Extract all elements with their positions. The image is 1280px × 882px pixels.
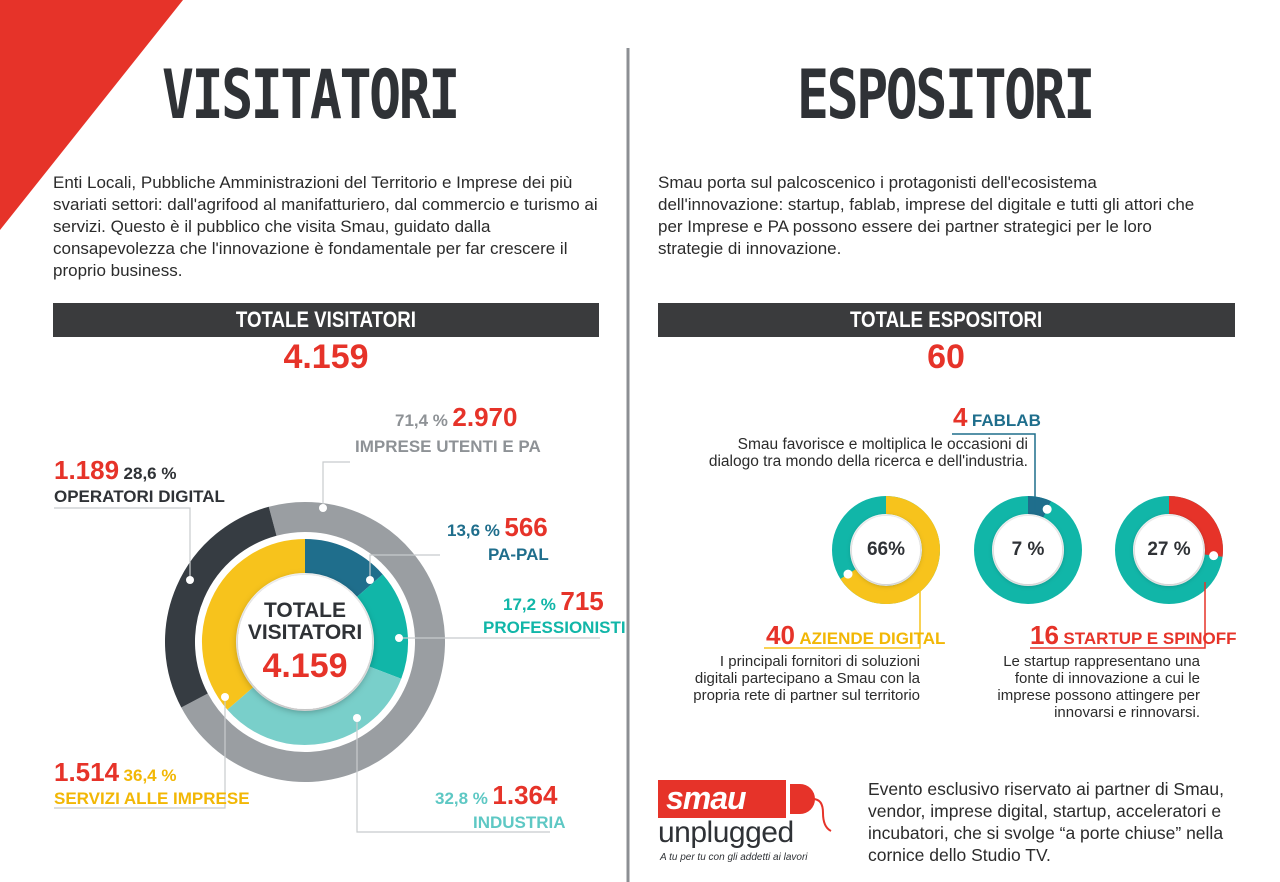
operatori-digital-value: 1.189: [54, 455, 120, 485]
operatori-digital-percent: 28,6 %: [123, 464, 177, 483]
pa-pal-value: 566: [504, 512, 548, 542]
donut-center-line-1: TOTALE: [263, 599, 347, 622]
servizi-imprese-percent: 36,4 %: [123, 766, 177, 785]
donut-dot-0: [843, 569, 853, 579]
industria-value: 1.364: [492, 780, 558, 810]
donut-center-1: [994, 516, 1062, 584]
totale-espositori-value: 60: [927, 338, 965, 376]
donut-center-0: [852, 516, 920, 584]
fablab-description: Smau favorisce e moltiplica le occasioni…: [708, 436, 1028, 470]
unplugged-logo-text: unplugged: [658, 816, 794, 849]
connector-dot-pa-pal: [366, 576, 374, 584]
imprese-utenti-percent: 71,4 %: [395, 411, 448, 430]
startup-description: Le startup rappresentano una fonte di in…: [997, 653, 1200, 721]
connector-dot-professionisti: [395, 634, 403, 642]
professionisti-percent: 17,2 %: [503, 595, 556, 614]
totale-espositori-bar: TOTALE ESPOSITORI: [658, 303, 1235, 337]
industria-percent: 32,8 %: [435, 789, 488, 808]
connector-imprese-utenti: [322, 461, 350, 508]
label-professionisti: 17,2 % 715: [503, 586, 604, 617]
fablab-heading: 4 FABLAB: [953, 402, 1041, 433]
digital-description: I principali fornitori di soluzioni digi…: [693, 653, 920, 704]
totale-espositori-label: TOTALE ESPOSITORI: [850, 307, 1043, 332]
donut-center-2: [1135, 516, 1203, 584]
connector-dot-servizi-imprese: [221, 693, 229, 701]
connector-servizi-imprese: [54, 697, 226, 809]
donut-center-value: 4.159: [262, 647, 348, 685]
unplugged-tagline: A tu per tu con gli addetti ai lavori: [660, 852, 808, 863]
espositori-connector-startup: [1030, 582, 1206, 649]
pa-pal-category: PA-PAL: [488, 545, 549, 564]
donut-center-circle: [238, 575, 372, 709]
smau-unplugged-logo: smau unplugged A tu per tu con gli addet…: [658, 778, 838, 868]
totale-visitatori-value: 4.159: [283, 338, 369, 376]
fablab-count: 4: [953, 402, 968, 432]
industria-category: INDUSTRIA: [473, 813, 566, 832]
espositori-title: ESPOSITORI: [797, 56, 1095, 135]
outer-slice-operatori-digital: [165, 506, 277, 708]
connector-pa-pal: [369, 554, 440, 580]
digital-heading: 40 AZIENDE DIGITAL: [766, 620, 945, 651]
pa-pal-percent: 13,6 %: [447, 521, 500, 540]
professionisti-category: PROFESSIONISTI: [483, 618, 626, 637]
totale-visitatori-label: TOTALE VISITATORI: [235, 307, 417, 332]
label-imprese-utenti: 71,4 % 2.970: [395, 402, 517, 433]
outer-slice-imprese-utenti-e-pa: [181, 502, 445, 782]
inner-slice-servizi-alle-imprese: [202, 539, 306, 710]
digital-percent-label: 66%: [866, 539, 906, 560]
donut-center-line-2: VISITATORI: [247, 621, 363, 644]
operatori-digital-category: OPERATORI DIGITAL: [54, 487, 225, 506]
imprese-utenti-category: IMPRESE UTENTI E PA: [355, 437, 541, 456]
donut-dot-1: [1042, 504, 1052, 514]
startup-percent-label: 27 %: [1147, 539, 1191, 560]
visitatori-description: Enti Locali, Pubbliche Amministrazioni d…: [53, 173, 598, 280]
espositori-description: Smau porta sul palcoscenico i protagonis…: [658, 173, 1195, 258]
visitatori-title: VISITATORI: [162, 56, 460, 135]
fablab-percent-label: 7 %: [1011, 539, 1045, 560]
servizi-imprese-category: SERVIZI ALLE IMPRESE: [54, 789, 250, 808]
imprese-utenti-value: 2.970: [452, 402, 518, 432]
label-servizi-imprese: 1.514 36,4 %: [54, 757, 176, 788]
startup-heading: 16 STARTUP E SPINOFF: [1030, 620, 1237, 651]
inner-slice-industria: [227, 666, 402, 745]
label-operatori-digital: 1.189 28,6 %: [54, 455, 176, 486]
inner-slice-professionisti: [356, 574, 408, 679]
connector-operatori-digital: [54, 507, 191, 580]
donut-center-label: TOTALE VISITATORI 4.159: [222, 600, 388, 688]
donut-slice-aziende-digital: [840, 496, 940, 604]
smau-logo-text: smau: [666, 780, 747, 816]
label-industria: 32,8 % 1.364: [435, 780, 557, 811]
plug-icon: [790, 784, 832, 832]
label-pa-pal: 13,6 % 566: [447, 512, 548, 543]
unplugged-description: Evento esclusivo riservato ai partner di…: [868, 779, 1224, 865]
digital-count: 40: [766, 620, 795, 650]
connector-dot-operatori-digital: [186, 576, 194, 584]
red-corner-triangle: [0, 0, 183, 230]
espositori-connector-digital: [764, 582, 921, 649]
donut-dot-2: [1209, 551, 1219, 561]
startup-count: 16: [1030, 620, 1059, 650]
startup-label: STARTUP E SPINOFF: [1063, 629, 1237, 648]
totale-visitatori-bar: TOTALE VISITATORI: [53, 303, 599, 337]
professionisti-value: 715: [560, 586, 604, 616]
smau-logo-box: [658, 780, 786, 818]
fablab-label: FABLAB: [971, 411, 1041, 430]
digital-label: AZIENDE DIGITAL: [799, 629, 946, 648]
servizi-imprese-value: 1.514: [54, 757, 120, 787]
inner-slice-pa-pal: [304, 539, 383, 598]
donut-slice-startup-e-spinoff: [1168, 496, 1223, 557]
connector-dot-industria: [353, 714, 361, 722]
espositori-connector-fablab: [952, 433, 1036, 510]
connector-industria: [356, 718, 550, 833]
connector-dot-imprese-utenti: [319, 504, 327, 512]
